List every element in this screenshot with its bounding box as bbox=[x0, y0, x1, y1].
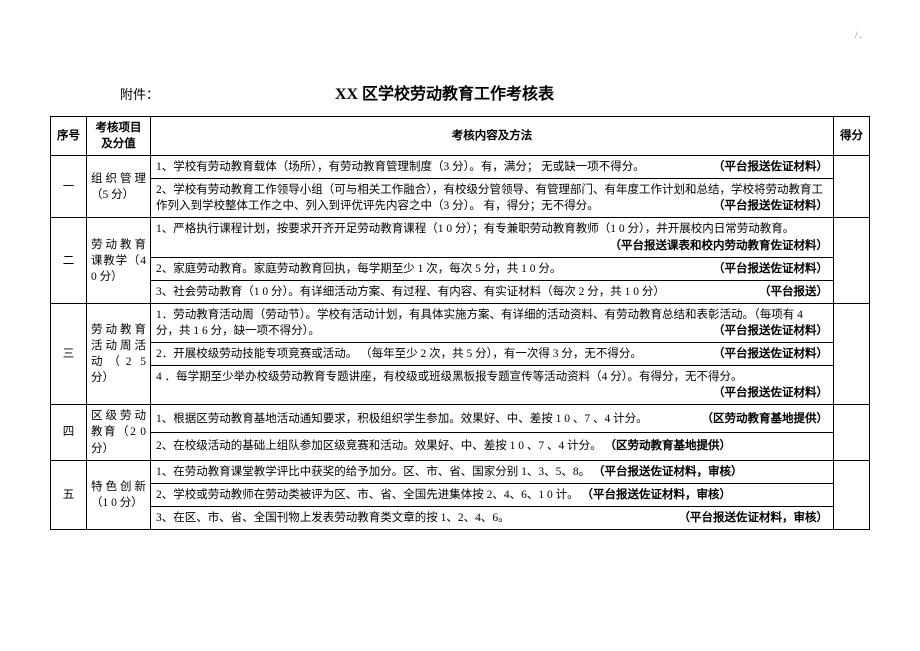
row-content: 2．开展校级劳动技能专项竞赛或活动。 （每年至少 2 次，共 5 分），有一次得… bbox=[151, 343, 834, 366]
row-category: 劳动教育活动周活动（2 5 分） bbox=[87, 303, 151, 404]
table-row: 2、家庭劳动教育。家庭劳动教育回执，每学期至少 1 次，每次 5 分，共 1 0… bbox=[51, 257, 870, 280]
content-suffix: （平台报送佐证材料，审核） bbox=[593, 466, 743, 478]
header-score: 得分 bbox=[834, 117, 870, 156]
table-row: 2．开展校级劳动技能专项竞赛或活动。 （每年至少 2 次，共 5 分），有一次得… bbox=[51, 343, 870, 366]
row-content: 2、家庭劳动教育。家庭劳动教育回执，每学期至少 1 次，每次 5 分，共 1 0… bbox=[151, 257, 834, 280]
row-content: 1．劳动教育活动周（劳动节）。学校有活动计划，有具体实施方案、有详细的活动资料、… bbox=[151, 303, 834, 342]
content-suffix: （区劳动教育基地提供） bbox=[605, 440, 732, 452]
table-row: 2、学校有劳动教育工作领导小组（可与相关工作融合），有校级分管领导、有管理部门、… bbox=[51, 179, 870, 218]
row-content: 3、社会劳动教育（1 0 分）。有详细活动方案、有过程、有内容、有实证材料（每次… bbox=[151, 280, 834, 303]
header-category: 考核项目及分值 bbox=[87, 117, 151, 156]
content-text: 1、根据区劳动教育基地活动通知要求，积极组织学生参加。效果好、中、差按 1 0 … bbox=[156, 413, 648, 425]
content-suffix: （平台报送佐证材料，审核） bbox=[579, 489, 731, 501]
page-title: XX 区学校劳动教育工作考核表 bbox=[159, 80, 730, 104]
content-suffix: （平台报送佐证材料） bbox=[713, 261, 828, 277]
row-content: 1、学校有劳动教育载体（场所），有劳动教育管理制度（3 分）。有，满分； 无或缺… bbox=[151, 156, 834, 179]
table-row: 三劳动教育活动周活动（2 5 分）1．劳动教育活动周（劳动节）。学校有活动计划，… bbox=[51, 303, 870, 342]
row-category: 组织管理（5 分） bbox=[87, 156, 151, 218]
content-suffix: （区劳动教育基地提供） bbox=[702, 411, 829, 427]
table-body: 一组织管理（5 分） 1、学校有劳动教育载体（场所），有劳动教育管理制度（3 分）… bbox=[51, 156, 870, 530]
table-row: 二劳动教育课教学（4 0 分）1、严格执行课程计划，按要求开齐开足劳动教育课程（… bbox=[51, 218, 870, 257]
header-content: 考核内容及方法 bbox=[151, 117, 834, 156]
row-content: 1、在劳动教育课堂教学评比中获奖的给予加分。区、市、省、国家分别 1、3、5、8… bbox=[151, 460, 834, 483]
content-text: 3、社会劳动教育（1 0 分）。有详细活动方案、有过程、有内容、有实证材料（每次… bbox=[156, 286, 665, 298]
content-text: 2、在校级活动的基础上组队参加区级竞赛和活动。效果好、中、差按 1 0 、7 、… bbox=[156, 440, 605, 452]
content-suffix: （平台报送佐证材料） bbox=[713, 159, 828, 175]
row-score bbox=[834, 156, 870, 218]
content-suffix: （平台报送佐证材料） bbox=[713, 385, 828, 401]
header-line: 附件： XX 区学校劳动教育工作考核表 bbox=[50, 80, 870, 104]
row-content: 1、根据区劳动教育基地活动通知要求，积极组织学生参加。效果好、中、差按 1 0 … bbox=[151, 405, 834, 433]
content-suffix: （平台报送佐证材料） bbox=[713, 323, 828, 339]
table-row: 一组织管理（5 分）1、学校有劳动教育载体（场所），有劳动教育管理制度（3 分）… bbox=[51, 156, 870, 179]
row-content: 4 ．每学期至少举办校级劳动教育专题讲座，有校级或班级黑板报专题宣传等活动资料（… bbox=[151, 366, 834, 405]
assessment-table: 序号 考核项目及分值 考核内容及方法 得分 一组织管理（5 分） 1、学校有劳动教… bbox=[50, 116, 870, 530]
table-row: 四区级劳动教育（2 0 分）1、根据区劳动教育基地活动通知要求，积极组织学生参加… bbox=[51, 405, 870, 433]
row-score bbox=[834, 303, 870, 404]
page-marker: / . bbox=[50, 30, 870, 40]
row-number: 二 bbox=[51, 218, 87, 303]
table-row: 3、在区、市、省、全国刊物上发表劳动教育类文章的按 1、2、4、6。 （平台报送佐… bbox=[51, 506, 870, 529]
row-number: 一 bbox=[51, 156, 87, 218]
table-header-row: 序号 考核项目及分值 考核内容及方法 得分 bbox=[51, 117, 870, 156]
table-row: 2、学校或劳动教师在劳动类被评为区、市、省、全国先进集体按 2、4、6、1 0 … bbox=[51, 483, 870, 506]
row-category: 区级劳动教育（2 0 分） bbox=[87, 405, 151, 460]
content-text: 1、严格执行课程计划，按要求开齐开足劳动教育课程（1 0 分）；有专兼职劳动教育… bbox=[156, 223, 794, 235]
content-suffix: （平台报送） bbox=[759, 284, 828, 300]
content-text: 2、家庭劳动教育。家庭劳动教育回执，每学期至少 1 次，每次 5 分，共 1 0… bbox=[156, 263, 561, 275]
row-score bbox=[834, 460, 870, 529]
table-row: 五特色创新（1 0 分）1、在劳动教育课堂教学评比中获奖的给予加分。区、市、省、… bbox=[51, 460, 870, 483]
content-suffix: （平台报送佐证材料） bbox=[713, 346, 828, 362]
table-row: 2、在校级活动的基础上组队参加区级竞赛和活动。效果好、中、差按 1 0 、7 、… bbox=[51, 432, 870, 460]
content-text: 3、在区、市、省、全国刊物上发表劳动教育类文章的按 1、2、4、6。 bbox=[156, 512, 510, 524]
content-text: 1．劳动教育活动周（劳动节）。学校有活动计划，有具体实施方案、有详细的活动资料、… bbox=[156, 309, 803, 337]
row-category: 特色创新（1 0 分） bbox=[87, 460, 151, 529]
content-text: 1、在劳动教育课堂教学评比中获奖的给予加分。区、市、省、国家分别 1、3、5、8… bbox=[156, 466, 593, 478]
row-content: 2、学校或劳动教师在劳动类被评为区、市、省、全国先进集体按 2、4、6、1 0 … bbox=[151, 483, 834, 506]
content-text: 2、学校或劳动教师在劳动类被评为区、市、省、全国先进集体按 2、4、6、1 0 … bbox=[156, 489, 579, 501]
table-row: 4 ．每学期至少举办校级劳动教育专题讲座，有校级或班级黑板报专题宣传等活动资料（… bbox=[51, 366, 870, 405]
content-text: 4 ．每学期至少举办校级劳动教育专题讲座，有校级或班级黑板报专题宣传等活动资料（… bbox=[156, 371, 743, 383]
row-content: 2、在校级活动的基础上组队参加区级竞赛和活动。效果好、中、差按 1 0 、7 、… bbox=[151, 432, 834, 460]
content-suffix: （平台报送课表和校内劳动教育佐证材料） bbox=[610, 238, 829, 254]
header-num: 序号 bbox=[51, 117, 87, 156]
content-text: 1、学校有劳动教育载体（场所），有劳动教育管理制度（3 分）。有，满分； 无或缺… bbox=[156, 161, 645, 173]
row-number: 三 bbox=[51, 303, 87, 404]
row-content: 1、严格执行课程计划，按要求开齐开足劳动教育课程（1 0 分）；有专兼职劳动教育… bbox=[151, 218, 834, 257]
row-score bbox=[834, 405, 870, 460]
row-content: 3、在区、市、省、全国刊物上发表劳动教育类文章的按 1、2、4、6。 （平台报送佐… bbox=[151, 506, 834, 529]
content-suffix: （平台报送佐证材料，审核） bbox=[679, 510, 829, 526]
table-row: 3、社会劳动教育（1 0 分）。有详细活动方案、有过程、有内容、有实证材料（每次… bbox=[51, 280, 870, 303]
row-category: 劳动教育课教学（4 0 分） bbox=[87, 218, 151, 303]
content-text: 2．开展校级劳动技能专项竞赛或活动。 （每年至少 2 次，共 5 分），有一次得… bbox=[156, 348, 642, 360]
row-score bbox=[834, 218, 870, 303]
row-number: 五 bbox=[51, 460, 87, 529]
attachment-label: 附件： bbox=[120, 84, 159, 103]
row-content: 2、学校有劳动教育工作领导小组（可与相关工作融合），有校级分管领导、有管理部门、… bbox=[151, 179, 834, 218]
content-suffix: （平台报送佐证材料） bbox=[713, 198, 828, 214]
row-number: 四 bbox=[51, 405, 87, 460]
